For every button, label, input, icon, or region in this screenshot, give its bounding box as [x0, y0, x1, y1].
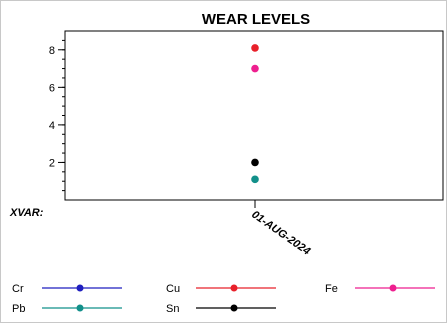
legend-marker-sn	[230, 304, 238, 312]
legend-marker-cu	[230, 284, 238, 292]
y-tick-label: 2	[49, 157, 55, 169]
point-pb	[251, 175, 259, 184]
legend-marker-fe	[389, 284, 397, 292]
y-tick-label: 8	[49, 45, 55, 57]
legend-label-cu: Cu	[166, 283, 180, 295]
y-axis: 2 4 6 8	[49, 39, 65, 192]
chart-title: WEAR LEVELS	[202, 11, 310, 28]
y-tick-label: 4	[49, 120, 55, 132]
legend-label-cr: Cr	[12, 283, 24, 295]
x-axis-label: XVAR:	[9, 207, 44, 219]
point-cu	[251, 44, 259, 52]
legend-marker-pb	[76, 304, 84, 312]
y-tick-label: 6	[49, 82, 55, 94]
legend: Cr Cu Fe Pb Sn	[12, 283, 435, 315]
point-fe	[251, 64, 259, 73]
point-sn	[251, 158, 259, 167]
legend-marker-cr	[76, 284, 84, 292]
legend-label-sn: Sn	[166, 303, 179, 315]
x-axis: 01-AUG-2024	[249, 200, 312, 258]
plot-area	[64, 30, 444, 201]
x-tick-label: 01-AUG-2024	[249, 209, 312, 258]
legend-label-fe: Fe	[325, 283, 338, 295]
legend-label-pb: Pb	[12, 303, 25, 315]
data-points	[251, 44, 259, 184]
